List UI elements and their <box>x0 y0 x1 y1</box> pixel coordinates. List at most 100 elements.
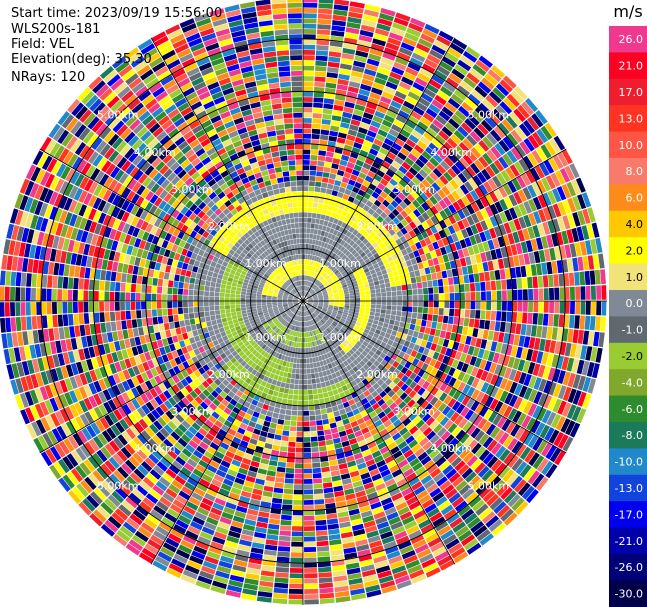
radar-gate <box>322 113 332 120</box>
radar-gate <box>312 261 316 267</box>
radar-gate <box>251 306 257 310</box>
radar-gate <box>349 290 355 294</box>
radar-gate <box>386 267 393 274</box>
radar-gate <box>279 530 291 536</box>
radar-gate <box>321 182 328 189</box>
radar-gate <box>308 298 313 301</box>
radar-gate <box>210 315 216 321</box>
radar-gate <box>303 384 308 390</box>
radar-gate <box>404 206 413 215</box>
radar-gate <box>409 271 416 278</box>
radar-gate <box>574 315 580 329</box>
radar-gate <box>303 165 310 171</box>
radar-gate <box>374 28 390 37</box>
radar-gate <box>317 430 325 436</box>
radar-gate <box>328 305 334 308</box>
radar-gate <box>381 91 394 100</box>
radar-gate <box>475 282 481 292</box>
radar-gate <box>485 281 491 291</box>
radar-gate <box>318 283 323 288</box>
radar-gate <box>303 175 309 181</box>
radar-gate <box>421 202 430 212</box>
radar-gate <box>311 212 317 219</box>
radar-gate <box>365 297 371 301</box>
radar-gate <box>163 322 170 331</box>
radar-gate <box>376 325 383 331</box>
radar-gate <box>518 216 527 229</box>
radar-gate <box>303 154 310 160</box>
radar-gate <box>342 272 348 278</box>
radar-gate <box>451 164 461 175</box>
radar-gate <box>292 510 303 516</box>
radar-gate <box>436 271 443 280</box>
radar-gate <box>303 400 309 406</box>
radar-gate <box>311 144 319 150</box>
radar-gate <box>315 218 320 224</box>
radar-gate <box>303 520 315 526</box>
radar-gate <box>441 270 448 279</box>
radar-gate <box>303 44 316 50</box>
radar-gate <box>537 313 544 326</box>
radar-gate <box>531 350 539 363</box>
radar-gate <box>480 220 489 231</box>
radar-gate <box>342 228 349 235</box>
radar-gate <box>466 134 478 146</box>
radar-gate <box>319 252 324 258</box>
radar-gate <box>314 261 318 267</box>
radar-gate <box>330 211 337 218</box>
radar-gate <box>408 167 418 176</box>
radar-gate <box>341 282 347 286</box>
radar-gate <box>405 278 412 285</box>
radar-gate <box>439 60 453 72</box>
radar-gate <box>492 87 506 100</box>
radar-gate <box>494 143 506 156</box>
radar-gate <box>303 431 311 437</box>
radar-gate <box>367 170 376 179</box>
radar-gate <box>381 326 388 333</box>
radar-gate <box>564 342 572 357</box>
radar-gate <box>345 231 352 238</box>
radar-gate <box>153 324 160 333</box>
radar-gate <box>356 177 365 184</box>
radar-gate <box>442 81 456 93</box>
radar-gate <box>513 205 523 218</box>
radar-gate <box>303 390 308 395</box>
radar-gate <box>315 181 322 187</box>
radar-gate <box>326 288 332 292</box>
radar-gate <box>303 489 314 495</box>
radar-gate <box>273 587 288 594</box>
radar-gate <box>366 227 373 234</box>
radar-gate <box>353 109 364 117</box>
radar-gate <box>265 475 276 482</box>
radar-gate <box>333 201 340 208</box>
radar-gate <box>207 325 214 332</box>
radar-gate <box>318 269 323 275</box>
radar-gate <box>313 394 319 400</box>
radar-gate <box>329 539 342 546</box>
radar-gate <box>316 530 328 536</box>
radar-gate <box>283 372 288 378</box>
radar-gate <box>349 305 355 309</box>
radar-gate <box>261 425 270 433</box>
radar-gate <box>458 105 471 118</box>
radar-gate <box>389 178 398 187</box>
radar-gate <box>368 255 375 262</box>
radar-gate <box>400 218 409 227</box>
radar-gate <box>308 297 313 300</box>
radar-gate <box>512 301 518 312</box>
radar-gate <box>549 287 555 300</box>
radar-gate <box>339 252 345 258</box>
radar-gate <box>320 461 330 468</box>
radar-gate <box>502 75 517 89</box>
radar-gate <box>322 482 333 489</box>
radar-gate <box>310 249 314 255</box>
radar-gate <box>522 301 528 312</box>
radar-gate <box>474 357 482 368</box>
radar-gate <box>549 247 556 261</box>
radar-gate <box>309 289 314 294</box>
radar-gate <box>352 65 365 73</box>
radar-gate <box>321 289 327 293</box>
radar-gate <box>350 277 357 282</box>
radar-gate <box>303 515 315 521</box>
radar-gate <box>362 14 378 23</box>
